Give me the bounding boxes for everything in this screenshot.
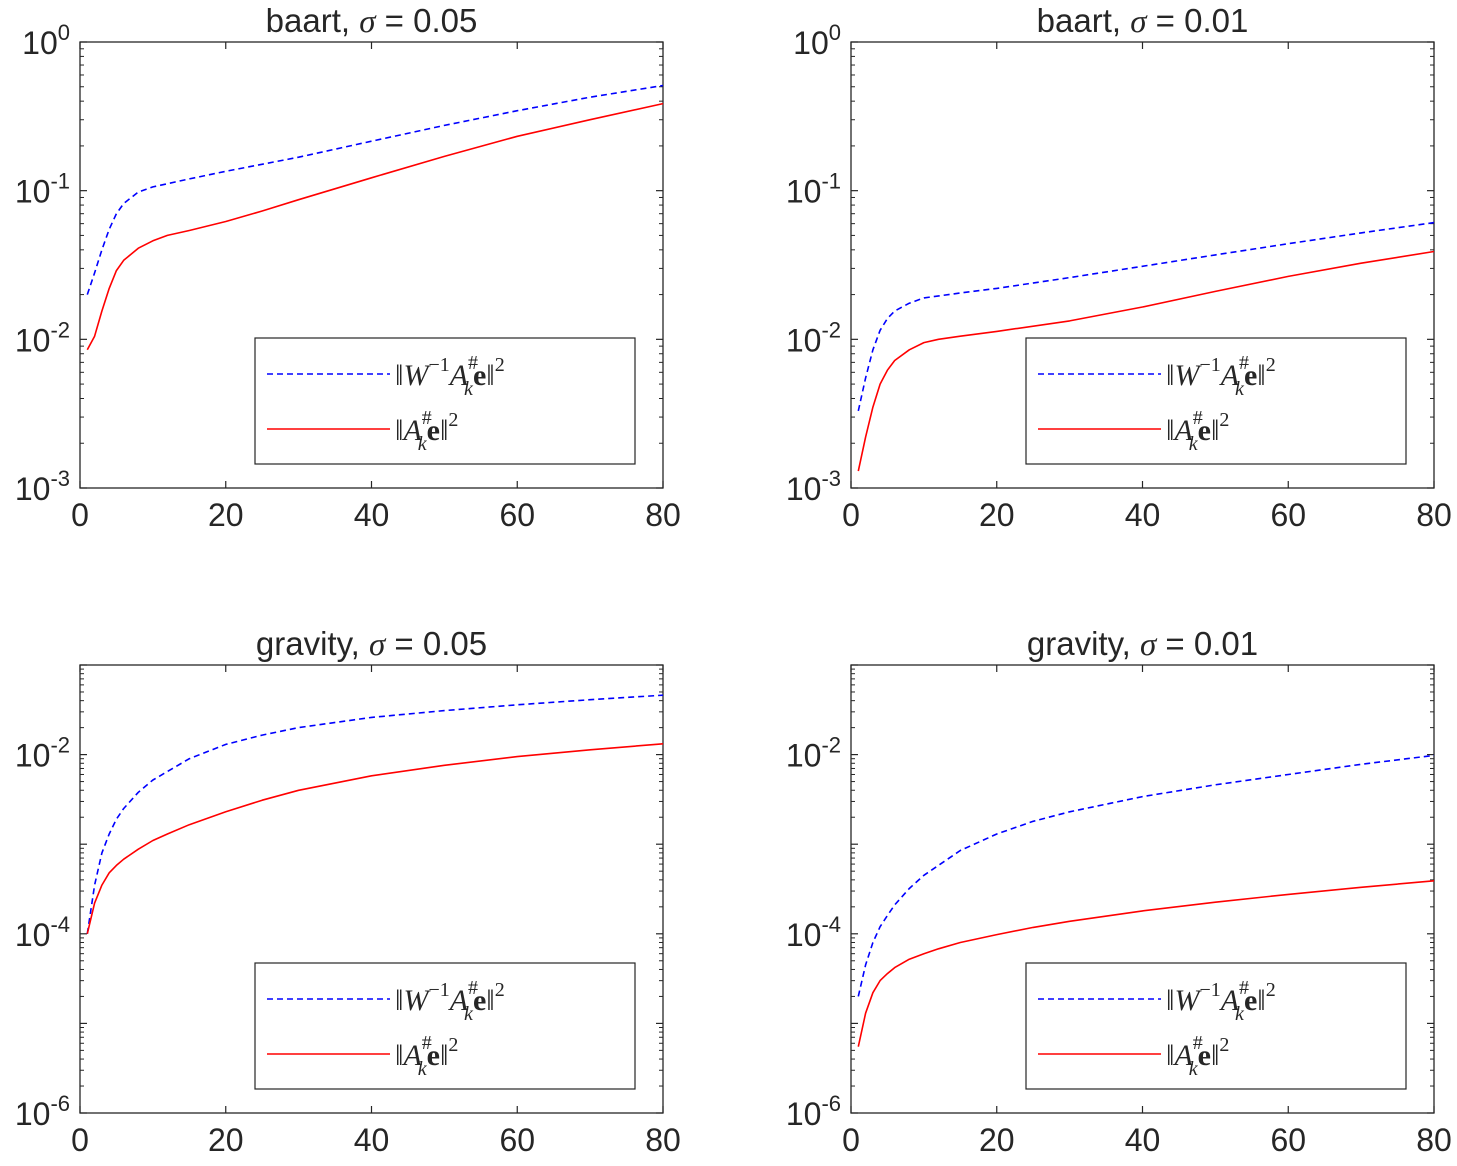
series-line-a bbox=[857, 880, 1435, 1047]
legend-label: ‖W−1A# ke‖2 bbox=[1166, 352, 1276, 400]
series-line-a bbox=[86, 743, 664, 934]
x-tick-label: 0 bbox=[71, 497, 89, 533]
x-tick-label: 40 bbox=[1125, 1122, 1161, 1158]
y-tick-label: 10-3 bbox=[786, 466, 841, 507]
y-tick-label: 10-3 bbox=[15, 466, 70, 507]
x-tick-label: 0 bbox=[842, 497, 860, 533]
subplot-4: 10-6 10-4 10-2 0 20 40 60 80 gravity, σ = 0.01 ‖W… bbox=[786, 625, 1452, 1158]
series-line-w-inverse bbox=[857, 754, 1435, 997]
y-tick-label: 10-2 bbox=[15, 733, 70, 774]
y-tick-label: 10-6 bbox=[786, 1091, 841, 1132]
x-tick-label: 0 bbox=[71, 1122, 89, 1158]
x-tick-label: 20 bbox=[208, 1122, 244, 1158]
x-tick-label: 60 bbox=[499, 1122, 535, 1158]
legend-label: ‖A# ke‖2 bbox=[395, 407, 458, 455]
x-tick-label: 0 bbox=[842, 1122, 860, 1158]
legend-label: ‖W−1A# ke‖2 bbox=[395, 977, 505, 1025]
y-tick-label: 10-2 bbox=[15, 317, 70, 358]
series-line-a bbox=[86, 102, 664, 351]
legend: ‖W−1A# ke‖2 ‖A# ke‖2 bbox=[1025, 962, 1407, 1090]
legend-box bbox=[1025, 962, 1407, 1090]
subplot-3: 10-6 10-4 10-2 0 20 40 60 80 gravity, σ = 0.05 ‖W… bbox=[15, 625, 681, 1158]
y-tick-label: 10-4 bbox=[15, 912, 70, 953]
plot-title: baart, σ = 0.05 bbox=[266, 2, 478, 40]
y-tick-label: 10-6 bbox=[15, 1091, 70, 1132]
x-tick-label: 20 bbox=[979, 1122, 1015, 1158]
x-tick-label: 80 bbox=[645, 1122, 681, 1158]
legend-label: ‖A# ke‖2 bbox=[1166, 1032, 1229, 1080]
x-tick-label: 20 bbox=[979, 497, 1015, 533]
y-tick-label: 10-1 bbox=[786, 169, 841, 210]
y-tick-label: 10-1 bbox=[15, 169, 70, 210]
y-tick-label: 10-4 bbox=[786, 912, 841, 953]
legend: ‖W−1A# ke‖2 ‖A# ke‖2 bbox=[1025, 337, 1407, 465]
x-tick-label: 20 bbox=[208, 497, 244, 533]
subplot-1: 10-3 10-2 10-1 100 0 20 40 60 80 baart, σ = 0.05 ‖… bbox=[15, 2, 681, 533]
x-tick-label: 40 bbox=[354, 497, 390, 533]
legend-box bbox=[1025, 337, 1407, 465]
plot-title: gravity, σ = 0.01 bbox=[1027, 625, 1258, 663]
x-tick-label: 60 bbox=[1270, 497, 1306, 533]
legend: ‖W−1A# ke‖2 ‖A# ke‖2 bbox=[254, 962, 636, 1090]
legend-label: ‖W−1A# ke‖2 bbox=[1166, 977, 1276, 1025]
x-tick-label: 60 bbox=[1270, 1122, 1306, 1158]
x-tick-label: 40 bbox=[1125, 497, 1161, 533]
legend-label: ‖A# ke‖2 bbox=[395, 1032, 458, 1080]
series-line-w-inverse bbox=[86, 694, 664, 934]
x-tick-label: 40 bbox=[354, 1122, 390, 1158]
x-tick-label: 60 bbox=[499, 497, 535, 533]
x-tick-label: 80 bbox=[1416, 497, 1452, 533]
y-tick-label: 10-2 bbox=[786, 317, 841, 358]
legend: ‖W−1A# ke‖2 ‖A# ke‖2 bbox=[254, 337, 636, 465]
legend-label: ‖W−1A# ke‖2 bbox=[395, 352, 505, 400]
series-line-w-inverse bbox=[86, 84, 664, 295]
legend-label: ‖A# ke‖2 bbox=[1166, 407, 1229, 455]
subplot-2: 10-3 10-2 10-1 100 0 20 40 60 80 baart, σ = 0.01 ‖… bbox=[786, 2, 1452, 533]
series-line-w-inverse bbox=[857, 221, 1435, 412]
y-tick-label: 10-2 bbox=[786, 733, 841, 774]
x-tick-label: 80 bbox=[1416, 1122, 1452, 1158]
legend-box bbox=[254, 337, 636, 465]
plot-title: gravity, σ = 0.05 bbox=[256, 625, 487, 663]
y-tick-label: 100 bbox=[793, 20, 841, 61]
x-tick-label: 80 bbox=[645, 497, 681, 533]
plot-title: baart, σ = 0.01 bbox=[1037, 2, 1249, 40]
legend-box bbox=[254, 962, 636, 1090]
series-line-a bbox=[857, 250, 1435, 472]
y-tick-label: 100 bbox=[22, 20, 70, 61]
